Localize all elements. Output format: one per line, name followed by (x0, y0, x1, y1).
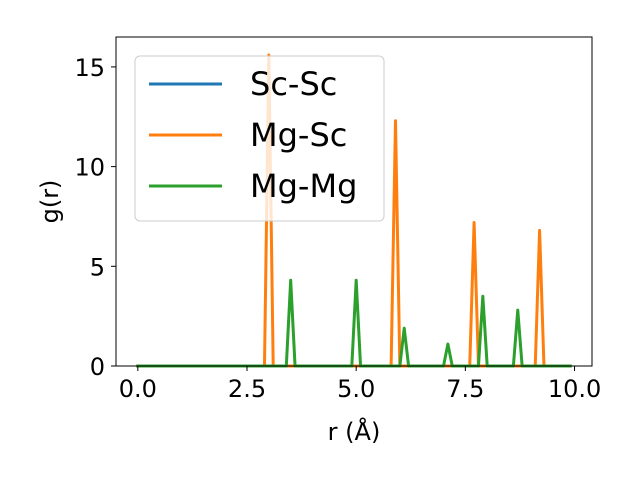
x-tick-label: 10.0 (548, 375, 601, 403)
y-axis-ticks: 0 5 10 15 (74, 54, 116, 381)
x-tick-label: 7.5 (446, 375, 484, 403)
plot-frame (115, 36, 593, 367)
x-axis-ticks: 0.0 2.5 5.0 7.5 10.0 (119, 366, 601, 403)
y-tick-label: 5 (90, 253, 105, 281)
legend-label-mg-sc: Mg-Sc (250, 116, 347, 154)
y-axis-label: g(r) (36, 180, 64, 224)
y-tick-label: 15 (74, 54, 105, 82)
x-tick-label: 0.0 (119, 375, 157, 403)
x-tick-label: 2.5 (228, 375, 266, 403)
y-tick-label: 10 (74, 154, 105, 182)
legend: Sc-Sc Mg-Sc Mg-Mg (134, 55, 385, 222)
x-tick-label: 5.0 (337, 375, 375, 403)
x-axis-label: r (Å) (328, 417, 381, 446)
y-tick-label: 0 (90, 353, 105, 381)
legend-label-mg-mg: Mg-Mg (250, 167, 357, 205)
legend-label-sc-sc: Sc-Sc (250, 65, 337, 103)
legend-box (134, 55, 385, 222)
